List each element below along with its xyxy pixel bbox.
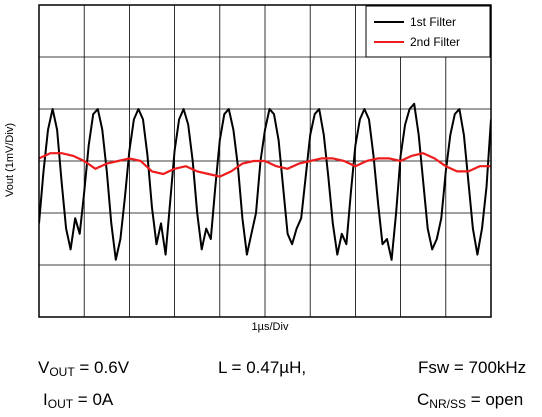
caption-vout: VOUT = 0.6V (38, 358, 130, 379)
traces (39, 102, 491, 261)
legend-box (365, 5, 491, 58)
caption-iout: IOUT = 0A (43, 390, 114, 411)
plot-frame (38, 4, 492, 318)
legend-label-2nd-filter: 2nd Filter (410, 35, 460, 49)
series-line-1st-filter (39, 102, 491, 261)
legend-label-1st-filter: 1st Filter (410, 15, 456, 29)
oscilloscope-chart: 1st Filter 2nd Filter (38, 4, 492, 318)
legend: 1st Filter 2nd Filter (365, 5, 491, 58)
y-axis-label: Vout (1mV/Div) (4, 123, 16, 197)
x-axis-label: 1µs/Div (251, 321, 289, 333)
caption-fsw: Fsw = 700kHz (418, 358, 527, 377)
caption-cnr-ss: CNR/SS = open (417, 390, 524, 411)
series-line-2nd-filter (39, 152, 491, 178)
caption-inductor: L = 0.47µH, (218, 358, 307, 377)
